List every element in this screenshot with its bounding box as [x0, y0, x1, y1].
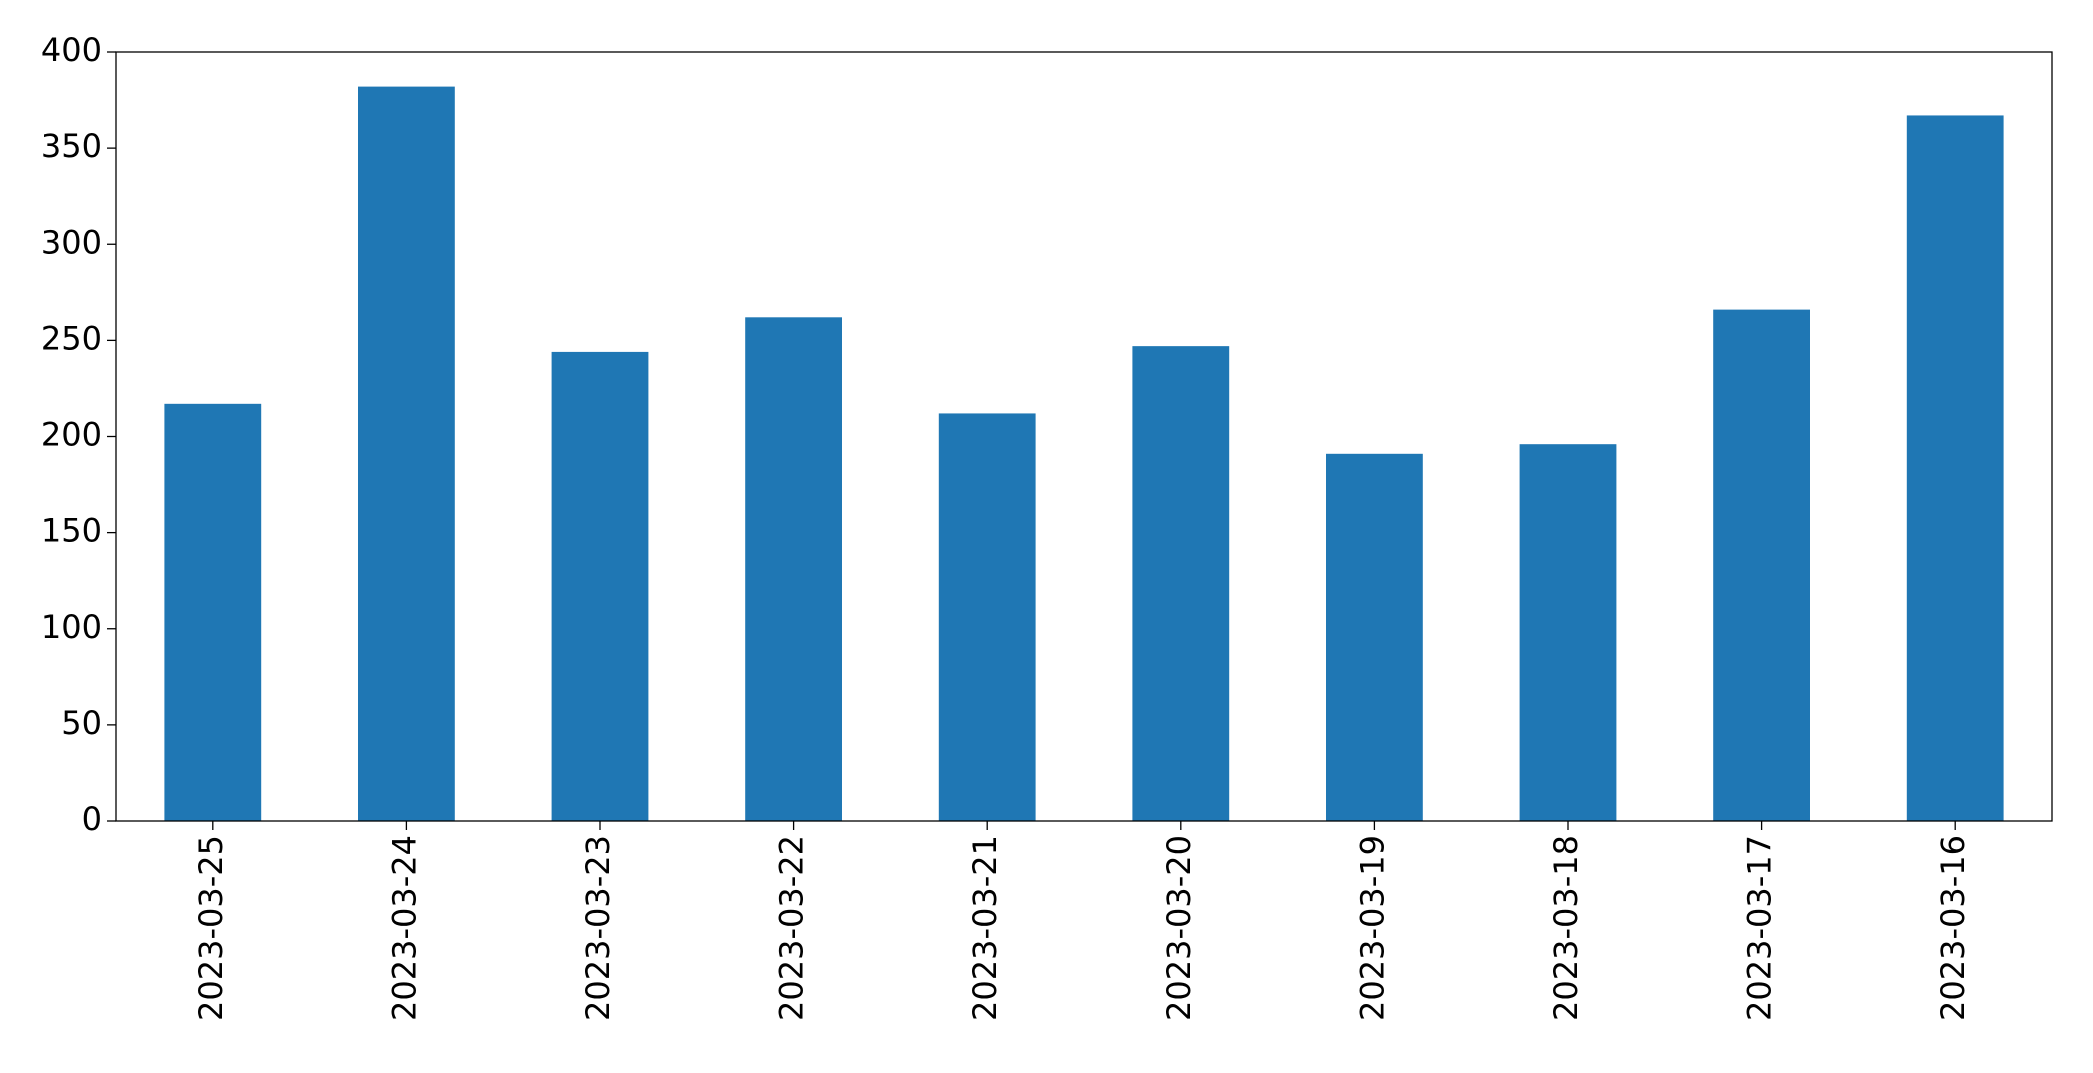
y-tick-label: 250	[41, 319, 102, 357]
bar	[1906, 115, 2004, 821]
x-tick-label: 2023-03-23	[579, 835, 617, 1021]
axes-frame	[115, 51, 2053, 822]
bar	[1132, 346, 1230, 821]
x-tick-label: 2023-03-21	[966, 835, 1004, 1021]
y-tick-label: 400	[41, 31, 102, 69]
bar	[1519, 444, 1617, 821]
x-tick-label: 2023-03-22	[773, 835, 811, 1021]
y-tick-label: 0	[82, 800, 102, 838]
y-tick-label: 300	[41, 223, 102, 261]
bar	[358, 86, 455, 822]
y-tick-label: 100	[41, 608, 102, 646]
bar	[1326, 453, 1423, 821]
x-tick-label: 2023-03-20	[1160, 835, 1198, 1021]
y-tick-label: 50	[61, 704, 102, 742]
y-tick-label: 200	[41, 416, 102, 454]
x-tick-label: 2023-03-24	[385, 835, 423, 1021]
bar	[164, 403, 262, 821]
x-tick-label: 2023-03-17	[1741, 835, 1779, 1021]
y-tick-label: 150	[41, 512, 102, 550]
y-tick-label: 350	[41, 127, 102, 165]
bar	[1713, 309, 1810, 821]
x-tick-label: 2023-03-19	[1353, 835, 1391, 1021]
x-tick-label: 2023-03-25	[192, 835, 230, 1021]
bar	[938, 413, 1036, 821]
x-tick-label: 2023-03-18	[1547, 835, 1585, 1021]
x-tick-label: 2023-03-16	[1934, 835, 1972, 1021]
bar	[745, 317, 842, 821]
bar	[551, 351, 649, 821]
